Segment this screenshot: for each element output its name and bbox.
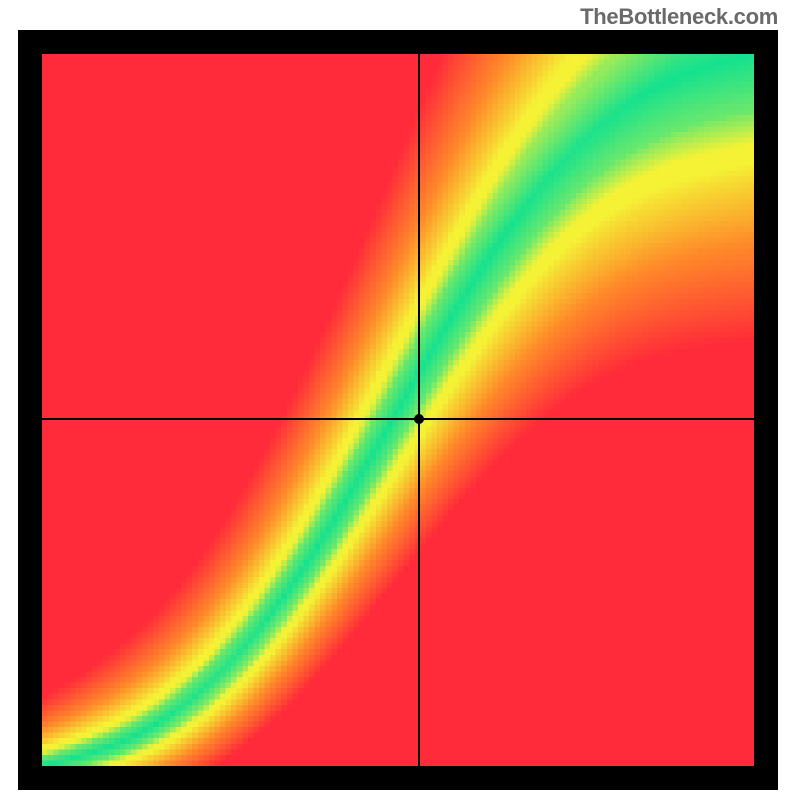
crosshair-horizontal bbox=[42, 418, 754, 420]
bottleneck-heatmap bbox=[42, 54, 754, 766]
plot-outer-frame bbox=[18, 30, 778, 790]
crosshair-vertical bbox=[418, 54, 420, 766]
watermark-text: TheBottleneck.com bbox=[580, 4, 778, 30]
crosshair-marker-dot bbox=[414, 414, 424, 424]
